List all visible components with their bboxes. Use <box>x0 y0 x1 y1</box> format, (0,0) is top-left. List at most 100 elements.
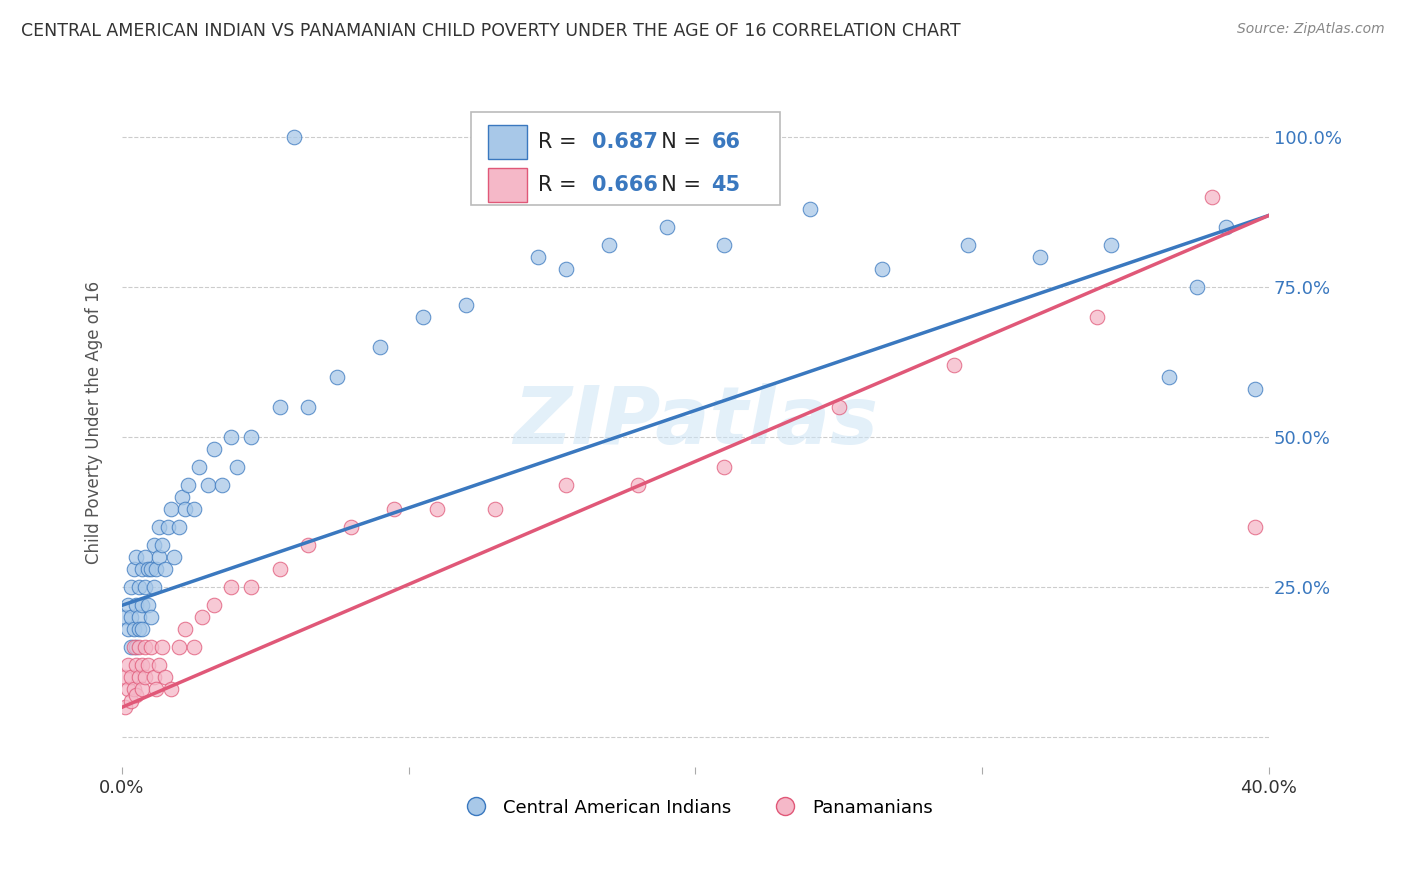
Point <box>125 640 148 655</box>
Text: 66: 66 <box>711 132 741 152</box>
Point <box>120 580 142 594</box>
Point <box>297 538 319 552</box>
Point <box>122 622 145 636</box>
Point <box>828 401 851 415</box>
Point <box>122 562 145 576</box>
Point <box>134 640 156 655</box>
Point <box>384 502 406 516</box>
Text: R =: R = <box>538 132 583 152</box>
Point <box>191 610 214 624</box>
Point <box>136 562 159 576</box>
Point <box>225 460 247 475</box>
Point <box>117 682 139 697</box>
Point <box>114 610 136 624</box>
Point <box>240 430 263 444</box>
Point <box>131 622 153 636</box>
Point <box>150 538 173 552</box>
Point <box>598 238 620 252</box>
Point <box>340 520 363 534</box>
Point <box>117 622 139 636</box>
Text: 45: 45 <box>711 175 741 194</box>
Point <box>153 670 176 684</box>
Point <box>169 520 191 534</box>
Point <box>120 610 142 624</box>
Point <box>163 550 186 565</box>
Point <box>799 202 821 217</box>
Point <box>142 538 165 552</box>
Point <box>125 658 148 673</box>
Point <box>219 430 242 444</box>
Text: R =: R = <box>538 175 583 194</box>
Point <box>942 359 965 373</box>
Point <box>128 670 150 684</box>
Point <box>283 130 305 145</box>
Legend: Central American Indians, Panamanians: Central American Indians, Panamanians <box>450 791 941 824</box>
Point <box>456 298 478 312</box>
Point <box>134 550 156 565</box>
Text: Source: ZipAtlas.com: Source: ZipAtlas.com <box>1237 22 1385 37</box>
Point <box>1157 370 1180 384</box>
Point <box>1243 520 1265 534</box>
Text: 0.666: 0.666 <box>592 175 658 194</box>
Point <box>297 401 319 415</box>
Point <box>555 262 578 277</box>
Text: 0.687: 0.687 <box>592 132 658 152</box>
Point <box>134 580 156 594</box>
Point <box>117 658 139 673</box>
Point <box>526 251 548 265</box>
Point <box>122 682 145 697</box>
Point <box>120 670 142 684</box>
Y-axis label: Child Poverty Under the Age of 16: Child Poverty Under the Age of 16 <box>86 281 103 564</box>
Point <box>139 562 162 576</box>
Point <box>145 562 167 576</box>
Point <box>1243 382 1265 396</box>
Point <box>188 460 211 475</box>
Point <box>145 682 167 697</box>
Point <box>269 401 291 415</box>
Point <box>131 658 153 673</box>
Point <box>159 682 181 697</box>
Point <box>870 262 893 277</box>
Point <box>240 580 263 594</box>
Point <box>128 640 150 655</box>
Point <box>174 622 197 636</box>
Point <box>713 238 735 252</box>
Point <box>183 640 205 655</box>
Point <box>148 550 170 565</box>
Point <box>1099 238 1122 252</box>
Point <box>125 550 148 565</box>
Point <box>211 478 233 492</box>
Point <box>202 442 225 457</box>
Point <box>148 520 170 534</box>
Point <box>131 599 153 613</box>
Point <box>131 682 153 697</box>
Point <box>956 238 979 252</box>
Point <box>125 599 148 613</box>
Point <box>128 580 150 594</box>
Point <box>1201 190 1223 204</box>
Point <box>139 640 162 655</box>
Point <box>1028 251 1050 265</box>
Point <box>368 340 391 354</box>
Point <box>426 502 449 516</box>
Point <box>1085 310 1108 325</box>
Point <box>148 658 170 673</box>
Point <box>159 502 181 516</box>
Point <box>202 599 225 613</box>
Point <box>125 688 148 702</box>
Point <box>139 610 162 624</box>
Point <box>153 562 176 576</box>
Point <box>172 491 194 505</box>
Point <box>128 610 150 624</box>
Text: N =: N = <box>648 132 707 152</box>
Point <box>1187 280 1209 294</box>
Point <box>183 502 205 516</box>
Point <box>142 670 165 684</box>
Point <box>114 670 136 684</box>
Point <box>269 562 291 576</box>
Point <box>142 580 165 594</box>
Point <box>1215 220 1237 235</box>
Text: N =: N = <box>648 175 707 194</box>
Point <box>134 670 156 684</box>
Point <box>150 640 173 655</box>
